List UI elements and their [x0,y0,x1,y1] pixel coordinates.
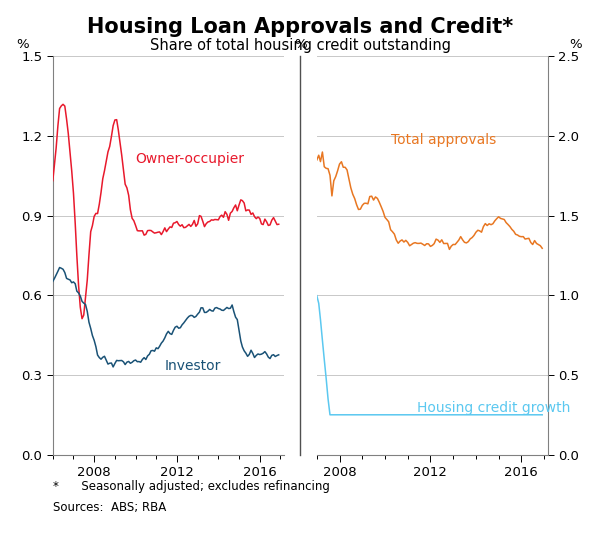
Text: Owner-occupier: Owner-occupier [136,152,245,166]
Text: %: % [569,38,582,51]
Text: %: % [16,38,29,51]
Text: Sources:  ABS; RBA: Sources: ABS; RBA [53,501,166,514]
Text: Housing Loan Approvals and Credit*: Housing Loan Approvals and Credit* [87,17,513,37]
Text: Investor: Investor [165,359,221,373]
Text: %: % [295,38,307,51]
Text: Housing credit growth: Housing credit growth [417,401,571,415]
Text: *      Seasonally adjusted; excludes refinancing: * Seasonally adjusted; excludes refinanc… [53,480,329,493]
Text: Total approvals: Total approvals [391,133,496,147]
Text: Share of total housing credit outstanding: Share of total housing credit outstandin… [149,38,451,53]
